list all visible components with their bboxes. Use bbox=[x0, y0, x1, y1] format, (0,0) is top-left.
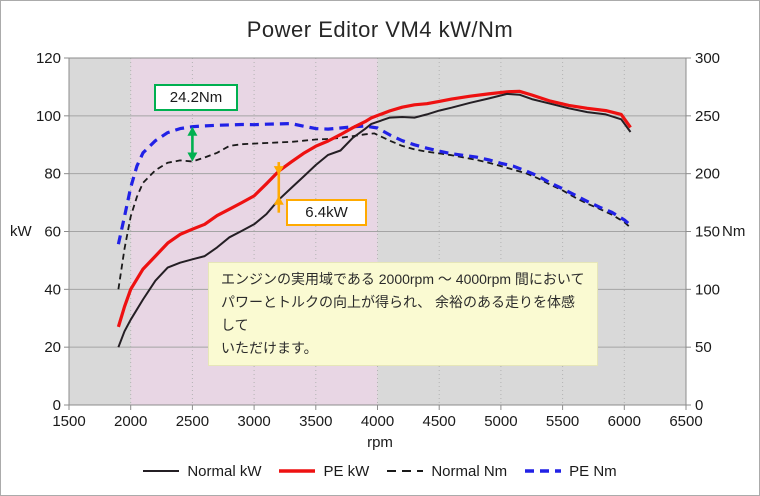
note-box: エンジンの実用域である 2000rpm ～ 4000rpm 間において パワーと… bbox=[208, 262, 598, 366]
x-tick-label: 3500 bbox=[299, 413, 332, 430]
legend-item-pe-kw: PE kW bbox=[279, 463, 369, 480]
legend-label: PE Nm bbox=[569, 462, 617, 480]
series-normal-kw bbox=[117, 92, 632, 348]
x-tick-label: 6500 bbox=[669, 413, 702, 430]
y-right-tick-label: 150 bbox=[695, 224, 720, 241]
x-tick-label: 4000 bbox=[361, 413, 394, 430]
y-right-tick-label: 0 bbox=[695, 397, 703, 414]
legend-swatch bbox=[279, 469, 316, 473]
y-left-tick-label: 60 bbox=[44, 224, 61, 241]
y-left-tick-label: 20 bbox=[44, 339, 61, 356]
x-axis-label: rpm bbox=[367, 434, 393, 451]
x-tick-label: 2000 bbox=[114, 413, 147, 430]
torque-gain-callout: 24.2Nm bbox=[154, 84, 238, 111]
y-right-tick-label: 250 bbox=[695, 108, 720, 125]
legend: Normal kW PE kW Normal Nm PE Nm bbox=[1, 460, 759, 482]
x-tick-label: 5000 bbox=[484, 413, 517, 430]
legend-item-normal-kw: Normal kW bbox=[143, 463, 261, 480]
legend-label: PE kW bbox=[323, 462, 370, 480]
series-pe-nm bbox=[116, 121, 632, 245]
legend-item-pe-nm: PE Nm bbox=[525, 463, 617, 480]
y-right-tick-label: 100 bbox=[695, 281, 720, 298]
x-tick-label: 3000 bbox=[237, 413, 270, 430]
y-left-tick-label: 0 bbox=[53, 397, 61, 414]
y-left-tick-label: 100 bbox=[36, 108, 61, 125]
x-tick-label: 5500 bbox=[546, 413, 579, 430]
x-tick-label: 1500 bbox=[52, 413, 85, 430]
y-right-tick-label: 300 bbox=[695, 50, 720, 67]
x-tick-label: 2500 bbox=[176, 413, 209, 430]
left-axis-unit: kW bbox=[10, 223, 32, 240]
legend-item-normal-nm: Normal Nm bbox=[387, 463, 507, 480]
note-line-2: パワーとトルクの向上が得られ、 余裕のある走りを体感して bbox=[221, 294, 576, 333]
y-right-tick-label: 200 bbox=[695, 166, 720, 183]
x-tick-label: 6000 bbox=[608, 413, 641, 430]
annotation-arrow bbox=[187, 126, 198, 162]
legend-label: Normal kW bbox=[187, 462, 262, 480]
legend-swatch bbox=[525, 469, 562, 473]
legend-label: Normal Nm bbox=[431, 462, 508, 480]
y-left-tick-label: 80 bbox=[44, 166, 61, 183]
series-normal-nm bbox=[117, 132, 632, 290]
y-left-tick-label: 120 bbox=[36, 50, 61, 67]
series-pe-kw bbox=[116, 89, 632, 328]
power-gain-callout: 6.4kW bbox=[286, 199, 367, 226]
annotation-arrow bbox=[273, 162, 284, 213]
legend-swatch bbox=[387, 470, 424, 472]
chart-title: Power Editor VM4 kW/Nm bbox=[246, 17, 514, 42]
legend-swatch bbox=[143, 470, 180, 472]
x-tick-label: 4500 bbox=[423, 413, 456, 430]
y-left-tick-label: 40 bbox=[44, 281, 61, 298]
note-line-3: いただけます。 bbox=[221, 340, 318, 356]
right-axis-unit: Nm bbox=[722, 223, 746, 240]
y-right-tick-label: 50 bbox=[695, 339, 712, 356]
note-line-1: エンジンの実用域である 2000rpm ～ 4000rpm 間において bbox=[221, 271, 585, 287]
